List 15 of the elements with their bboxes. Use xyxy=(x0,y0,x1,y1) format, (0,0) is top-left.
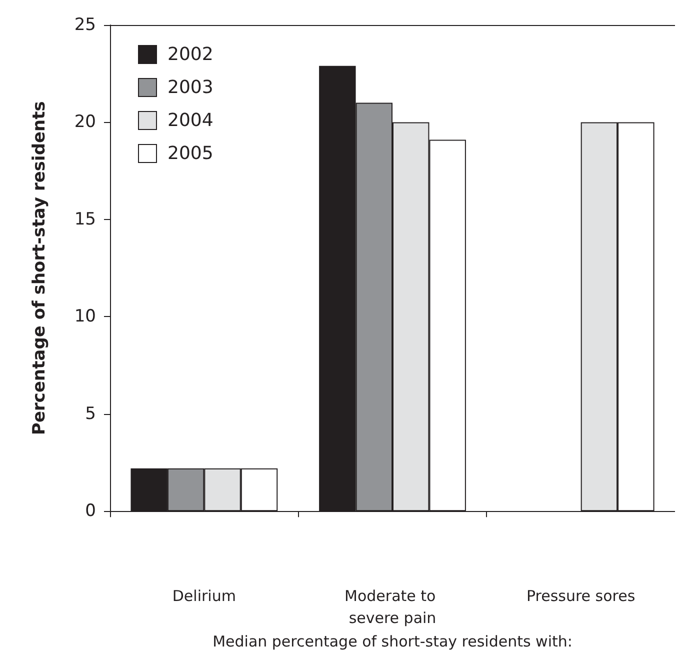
y-tick-label: 25 xyxy=(74,15,96,35)
y-axis-title: Percentage of short-stay residents xyxy=(30,101,50,435)
y-tick-label: 20 xyxy=(74,112,96,132)
legend-label: 2003 xyxy=(168,77,214,98)
legend-label: 2005 xyxy=(168,143,214,164)
y-tick-label: 5 xyxy=(85,404,96,424)
x-tick-label: Pressure sores xyxy=(526,587,636,606)
x-axis-title: Median percentage of short-stay residents with: xyxy=(212,632,572,650)
legend-label: 2004 xyxy=(168,110,214,131)
x-tick-label: Moderate to severe pain xyxy=(344,587,440,628)
legend-label: 2002 xyxy=(168,44,214,65)
y-tick-label: 10 xyxy=(74,306,96,327)
y-tick-label: 15 xyxy=(74,209,96,230)
y-tick-label: 0 xyxy=(85,501,96,522)
x-tick-label: Delirium xyxy=(172,587,236,606)
